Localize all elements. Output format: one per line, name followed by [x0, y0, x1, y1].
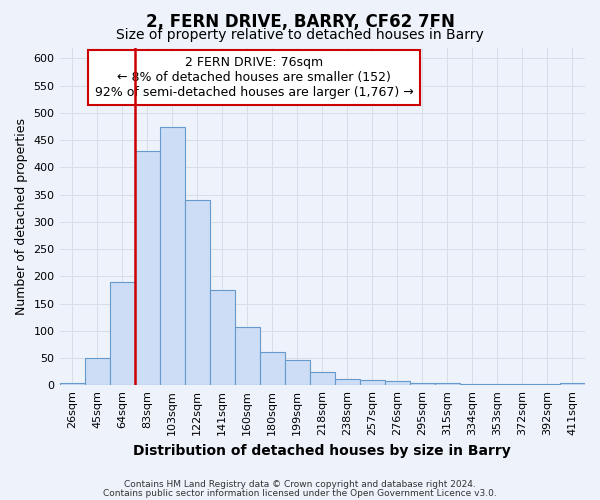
Bar: [485, 384, 510, 386]
Bar: [59, 382, 85, 386]
Y-axis label: Number of detached properties: Number of detached properties: [15, 118, 28, 315]
Bar: [310, 372, 335, 386]
Bar: [535, 384, 560, 386]
Text: 2, FERN DRIVE, BARRY, CF62 7FN: 2, FERN DRIVE, BARRY, CF62 7FN: [146, 12, 454, 30]
Bar: [460, 384, 485, 386]
Bar: [360, 380, 385, 386]
Bar: [285, 360, 310, 386]
Bar: [560, 383, 585, 386]
Bar: [385, 382, 410, 386]
Bar: [260, 352, 285, 386]
Text: Contains public sector information licensed under the Open Government Licence v3: Contains public sector information licen…: [103, 488, 497, 498]
Bar: [209, 290, 235, 386]
Bar: [335, 379, 360, 386]
Bar: [235, 327, 260, 386]
Text: Contains HM Land Registry data © Crown copyright and database right 2024.: Contains HM Land Registry data © Crown c…: [124, 480, 476, 489]
Bar: [110, 282, 134, 386]
Bar: [134, 151, 160, 386]
Bar: [160, 126, 185, 386]
Bar: [510, 384, 535, 386]
Text: 2 FERN DRIVE: 76sqm
← 8% of detached houses are smaller (152)
92% of semi-detach: 2 FERN DRIVE: 76sqm ← 8% of detached hou…: [95, 56, 413, 99]
Text: Size of property relative to detached houses in Barry: Size of property relative to detached ho…: [116, 28, 484, 42]
Bar: [85, 358, 110, 386]
X-axis label: Distribution of detached houses by size in Barry: Distribution of detached houses by size …: [133, 444, 511, 458]
Bar: [410, 382, 435, 386]
Bar: [185, 200, 209, 386]
Bar: [435, 383, 460, 386]
